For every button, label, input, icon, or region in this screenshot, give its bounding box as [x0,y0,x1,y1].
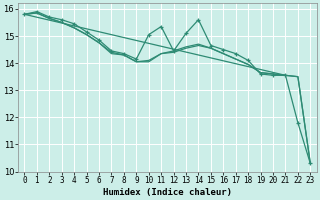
X-axis label: Humidex (Indice chaleur): Humidex (Indice chaleur) [103,188,232,197]
